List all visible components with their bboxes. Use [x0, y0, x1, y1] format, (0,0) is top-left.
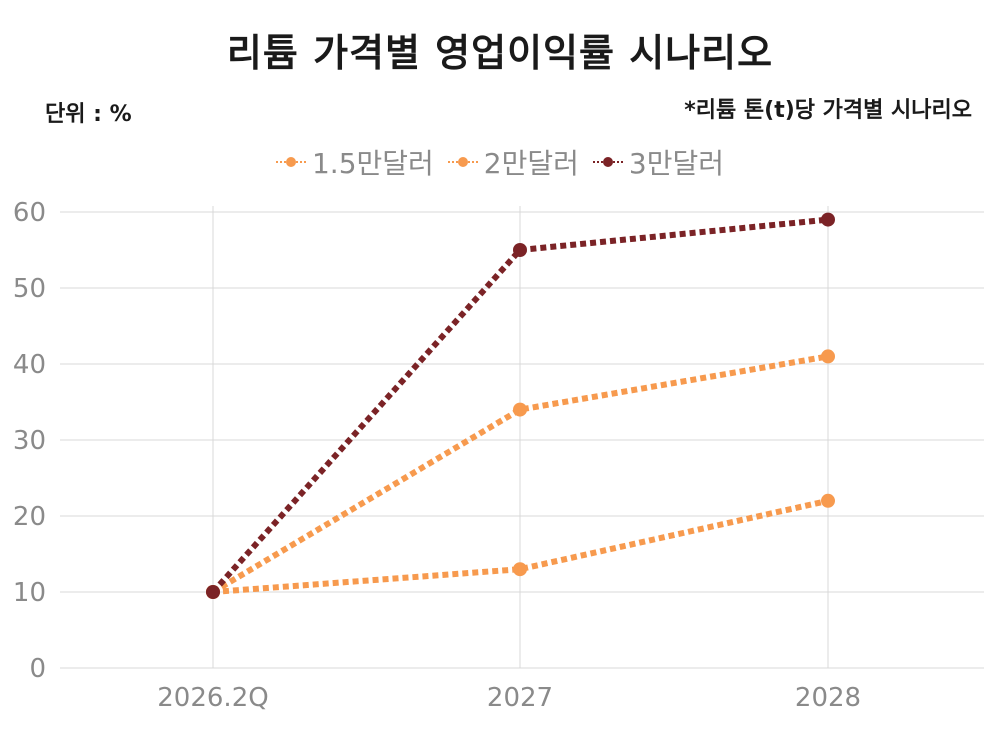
x-tick-label-2: 2028 [795, 683, 861, 713]
x-tick-label-1: 2027 [487, 683, 553, 713]
legend-label-series-2: 3만달러 [628, 147, 725, 180]
legend-swatch-series-1 [447, 152, 478, 172]
y-tick-label-60: 60 [13, 198, 46, 228]
legend-swatch-series-0 [275, 152, 306, 172]
data-point-s1-1 [513, 402, 527, 417]
legend-item-series-1: 2만달러 [447, 142, 579, 182]
chart-title: 리튬 가격별 영업이익률 시나리오 [226, 31, 774, 75]
x-tick-label-0: 2026.2Q [157, 683, 268, 713]
y-tick-label-30: 30 [13, 426, 46, 456]
legend-label-series-1: 2만달러 [483, 147, 579, 180]
data-point-s2-1 [513, 243, 527, 257]
data-point-s1-2 [821, 349, 835, 364]
data-point-s0-2 [821, 493, 835, 508]
y-tick-label-40: 40 [13, 350, 46, 380]
scenario-note: *리튬 톤(t)당 가격별 시나리오 [684, 98, 972, 123]
y-tick-label-20: 20 [13, 502, 46, 532]
data-point-s0-1 [513, 562, 527, 577]
series-line-0 [212, 497, 829, 595]
legend-item-series-2: 3만달러 [592, 142, 725, 182]
data-point-s2-0 [206, 585, 220, 599]
data-point-s2-2 [821, 212, 835, 227]
legend-item-series-0: 1.5만달러 [275, 142, 434, 182]
series-line-2 [210, 216, 829, 595]
legend-swatch-series-2 [592, 152, 623, 172]
unit-label: 단위 : % [45, 102, 132, 127]
y-tick-label-50: 50 [13, 274, 46, 304]
legend: 1.5만달러 2만달러 3만달러 [0, 142, 1000, 182]
y-tick-label-0: 0 [29, 654, 46, 684]
legend-label-series-0: 1.5만달러 [311, 147, 434, 180]
y-tick-label-10: 10 [13, 578, 46, 608]
series-line-1 [211, 353, 829, 595]
